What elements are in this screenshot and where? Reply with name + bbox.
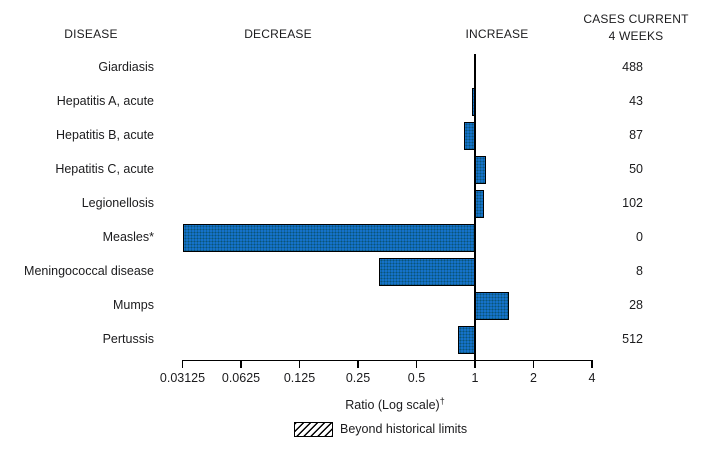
ratio-bar <box>378 257 475 286</box>
legend-hatched-swatch <box>293 422 333 437</box>
ratio-bar <box>475 155 487 184</box>
cases-value: 50 <box>629 162 643 176</box>
column-header-cases-line1: CASES CURRENT <box>583 12 689 26</box>
ratio-bar <box>475 189 484 218</box>
disease-label: Pertussis <box>102 332 154 346</box>
cases-value: 512 <box>622 332 643 346</box>
disease-label: Measles* <box>102 230 154 244</box>
column-header-cases-line2: 4 WEEKS <box>608 28 664 43</box>
dagger-footnote-mark: † <box>439 395 445 406</box>
disease-label: Giardiasis <box>98 60 154 74</box>
legend-label: Beyond historical limits <box>340 422 468 436</box>
x-axis-tick <box>240 361 242 369</box>
ratio-bar <box>472 87 475 116</box>
x-axis-tick <box>532 361 535 369</box>
column-header-decrease: DECREASE <box>244 27 312 41</box>
x-axis-tick-label: 1 <box>471 371 479 385</box>
x-axis-tick <box>357 361 359 369</box>
x-axis-tick-label: 0.25 <box>345 371 371 385</box>
cases-value: 8 <box>636 264 643 278</box>
disease-label: Legionellosis <box>81 196 154 210</box>
ratio-bar <box>458 325 475 354</box>
column-header-disease: DISEASE <box>64 27 118 41</box>
cases-value: 102 <box>622 196 643 210</box>
disease-label: Hepatitis C, acute <box>55 162 154 176</box>
x-axis-tick-label: 0.5 <box>407 371 426 385</box>
cases-value: 87 <box>629 128 643 142</box>
x-axis-title-text: Ratio (Log scale) <box>345 398 440 412</box>
x-axis-title: Ratio (Log scale)† <box>195 395 595 412</box>
cases-value: 43 <box>629 94 643 108</box>
cases-value: 28 <box>629 298 643 312</box>
disease-label: Mumps <box>113 298 154 312</box>
x-axis-tick-label: 0.125 <box>283 371 316 385</box>
column-header-cases: CASES CURRENT 4 WEEKS <box>576 11 696 44</box>
x-axis-line <box>181 359 593 362</box>
x-axis-tick <box>474 361 476 369</box>
ratio-bar <box>475 291 510 320</box>
cases-value: 488 <box>622 60 643 74</box>
x-axis-tick-label: 4 <box>588 371 596 385</box>
x-axis-tick-label: 0.03125 <box>159 371 206 385</box>
x-axis-tick-label: 2 <box>530 371 537 385</box>
disease-label: Meningococcal disease <box>24 264 154 278</box>
x-axis-tick-label: 0.0625 <box>221 371 261 385</box>
ratio-bar <box>464 121 475 150</box>
baseline-ratio-1 <box>474 54 476 362</box>
x-axis-tick <box>181 361 184 369</box>
x-axis-tick <box>591 361 593 369</box>
x-axis-tick <box>298 361 301 369</box>
column-header-increase: INCREASE <box>465 27 529 41</box>
cases-value: 0 <box>636 230 643 244</box>
disease-label: Hepatitis A, acute <box>56 94 154 108</box>
x-axis-tick <box>415 361 418 369</box>
ratio-bar <box>182 223 475 252</box>
disease-label: Hepatitis B, acute <box>56 128 154 142</box>
